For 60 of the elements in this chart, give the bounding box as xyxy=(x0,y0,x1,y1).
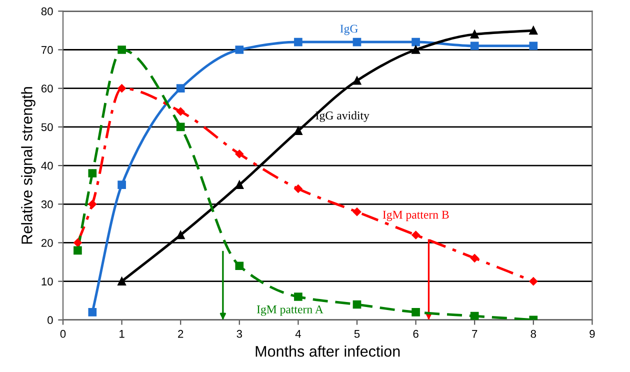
point xyxy=(88,200,97,208)
y-tick-label: 40 xyxy=(41,162,53,170)
x-tick-label: 1 xyxy=(120,330,124,338)
y-tick-label: 70 xyxy=(41,46,53,54)
point xyxy=(88,169,97,178)
point xyxy=(118,277,126,286)
y-tick-label: 0 xyxy=(48,316,53,324)
point xyxy=(470,254,479,262)
point xyxy=(529,26,538,35)
point xyxy=(352,38,362,46)
point xyxy=(352,208,362,216)
point xyxy=(235,150,244,158)
y-tick-label: 50 xyxy=(41,123,53,132)
point xyxy=(118,46,126,54)
point xyxy=(470,312,479,320)
x-tick-label: 3 xyxy=(236,330,242,338)
point xyxy=(412,230,420,240)
x-axis-title: Months after infection xyxy=(256,346,400,357)
point xyxy=(74,238,82,247)
x-tick-label: 7 xyxy=(472,330,478,338)
point xyxy=(235,46,244,54)
point xyxy=(235,180,244,190)
x-tick-label: 6 xyxy=(413,330,418,338)
point xyxy=(176,107,185,116)
series-label: IgM pattern A xyxy=(256,305,324,316)
point xyxy=(412,308,420,316)
x-tick-label: 4 xyxy=(295,330,301,338)
point xyxy=(470,30,479,38)
point xyxy=(294,184,302,193)
point xyxy=(529,277,538,286)
point xyxy=(118,84,126,92)
y-axis-title: Relative signal strength xyxy=(21,87,36,244)
point xyxy=(88,308,97,316)
y-tick-label: 80 xyxy=(41,7,53,16)
point xyxy=(294,38,302,46)
point xyxy=(176,230,185,240)
point xyxy=(176,122,185,132)
y-tick-label: 60 xyxy=(41,84,53,92)
point xyxy=(352,300,362,309)
point xyxy=(294,292,302,301)
point xyxy=(235,262,244,270)
point xyxy=(529,42,538,50)
x-tick-label: 8 xyxy=(530,330,536,338)
x-tick-label: 5 xyxy=(354,330,360,338)
x-tick-label: 2 xyxy=(178,330,184,338)
x-tick-label: 0 xyxy=(60,330,66,338)
point xyxy=(352,76,362,85)
point xyxy=(412,38,420,46)
y-tick-label: 10 xyxy=(42,278,53,286)
x-tick-label: 9 xyxy=(590,330,595,338)
point xyxy=(412,46,420,54)
y-tick-label: 30 xyxy=(41,200,53,208)
series-label: IgM pattern B xyxy=(382,210,449,222)
point xyxy=(294,126,302,135)
y-tick-label: 20 xyxy=(41,238,53,247)
point xyxy=(470,42,479,50)
point xyxy=(176,84,185,93)
series-label: IgG xyxy=(340,24,358,36)
point xyxy=(74,246,82,255)
point xyxy=(118,180,126,190)
